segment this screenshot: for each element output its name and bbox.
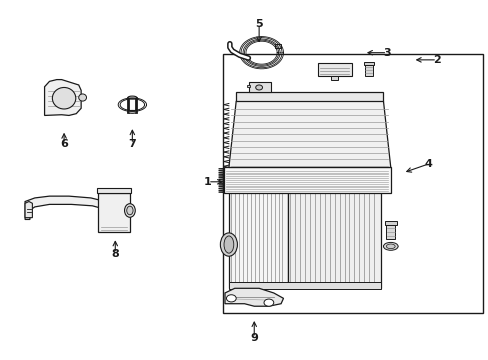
Ellipse shape — [79, 94, 86, 101]
Circle shape — [264, 299, 273, 306]
Polygon shape — [44, 80, 81, 116]
Polygon shape — [384, 221, 396, 225]
Text: 6: 6 — [60, 139, 68, 149]
Polygon shape — [97, 188, 131, 193]
Text: 8: 8 — [111, 248, 119, 258]
Polygon shape — [224, 288, 283, 306]
Polygon shape — [386, 225, 394, 239]
Ellipse shape — [52, 87, 76, 109]
Polygon shape — [236, 92, 383, 101]
Polygon shape — [228, 282, 380, 289]
Text: 7: 7 — [128, 139, 136, 149]
Text: 1: 1 — [203, 177, 211, 187]
Polygon shape — [288, 191, 380, 288]
Ellipse shape — [255, 85, 262, 90]
Ellipse shape — [128, 96, 137, 99]
Text: 9: 9 — [250, 333, 258, 343]
Text: 2: 2 — [432, 55, 440, 65]
Polygon shape — [224, 167, 390, 193]
Polygon shape — [228, 191, 288, 288]
Text: 3: 3 — [383, 48, 390, 58]
Polygon shape — [364, 65, 372, 76]
Polygon shape — [330, 76, 337, 80]
Polygon shape — [25, 196, 122, 220]
Polygon shape — [249, 82, 271, 92]
Ellipse shape — [126, 206, 133, 215]
Polygon shape — [98, 193, 130, 232]
Ellipse shape — [224, 236, 233, 253]
Ellipse shape — [124, 204, 135, 217]
Polygon shape — [25, 202, 32, 218]
Polygon shape — [363, 62, 373, 65]
Polygon shape — [317, 63, 351, 76]
Ellipse shape — [220, 233, 237, 256]
Polygon shape — [228, 101, 390, 167]
Circle shape — [226, 295, 236, 302]
Polygon shape — [274, 44, 281, 48]
Text: 4: 4 — [424, 159, 432, 169]
Ellipse shape — [383, 242, 397, 250]
Polygon shape — [246, 85, 250, 87]
Ellipse shape — [386, 244, 394, 249]
Ellipse shape — [128, 111, 137, 113]
Text: 5: 5 — [255, 19, 263, 29]
